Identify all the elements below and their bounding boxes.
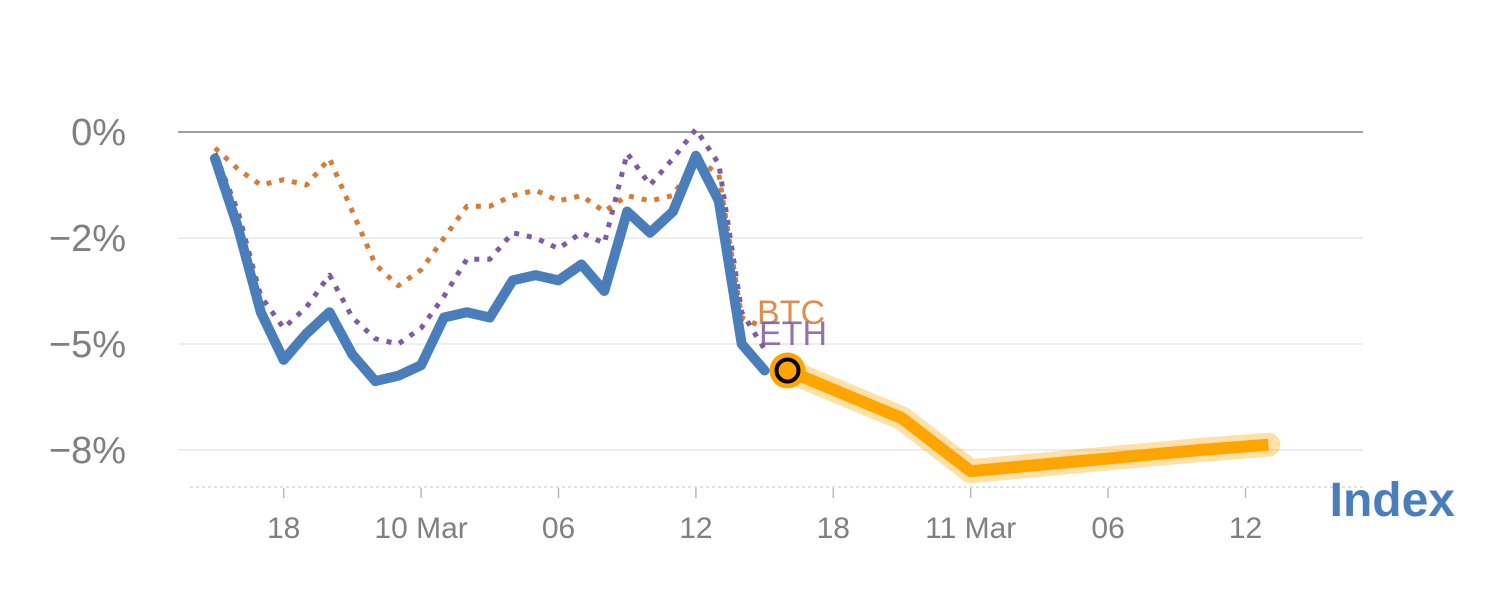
y-axis-ticks: 0% −2% −5% −8% <box>49 112 126 472</box>
x-tick-label: 06 <box>1091 512 1124 545</box>
y-tick-label: −8% <box>49 430 126 472</box>
index-series-label: Index <box>1330 474 1456 527</box>
eth-series-label: ETH <box>759 315 827 353</box>
x-tick-label: 12 <box>1229 512 1262 545</box>
series-lines <box>210 126 1281 484</box>
x-tick-label: 18 <box>817 512 850 545</box>
y-tick-label: −5% <box>49 324 126 366</box>
index-line <box>210 150 770 387</box>
btc-line <box>213 146 766 331</box>
y-tick-label: 0% <box>71 112 126 154</box>
x-tick-label: 10 Mar <box>374 512 467 545</box>
eth-line <box>212 126 767 351</box>
y-tick-label: −2% <box>49 218 126 260</box>
highlight-marker <box>769 352 806 389</box>
x-axis-ticks: 18 10 Mar 06 12 18 11 Mar 06 12 <box>267 488 1262 545</box>
highlight-point <box>774 357 801 384</box>
x-tick-label: 06 <box>542 512 575 545</box>
index-projection-line <box>785 364 1269 478</box>
btc-series-label: BTC <box>757 294 825 332</box>
x-tick-label: 11 Mar <box>925 512 1016 545</box>
x-tick-label: 12 <box>679 512 712 545</box>
x-tick-label: 18 <box>267 512 300 545</box>
